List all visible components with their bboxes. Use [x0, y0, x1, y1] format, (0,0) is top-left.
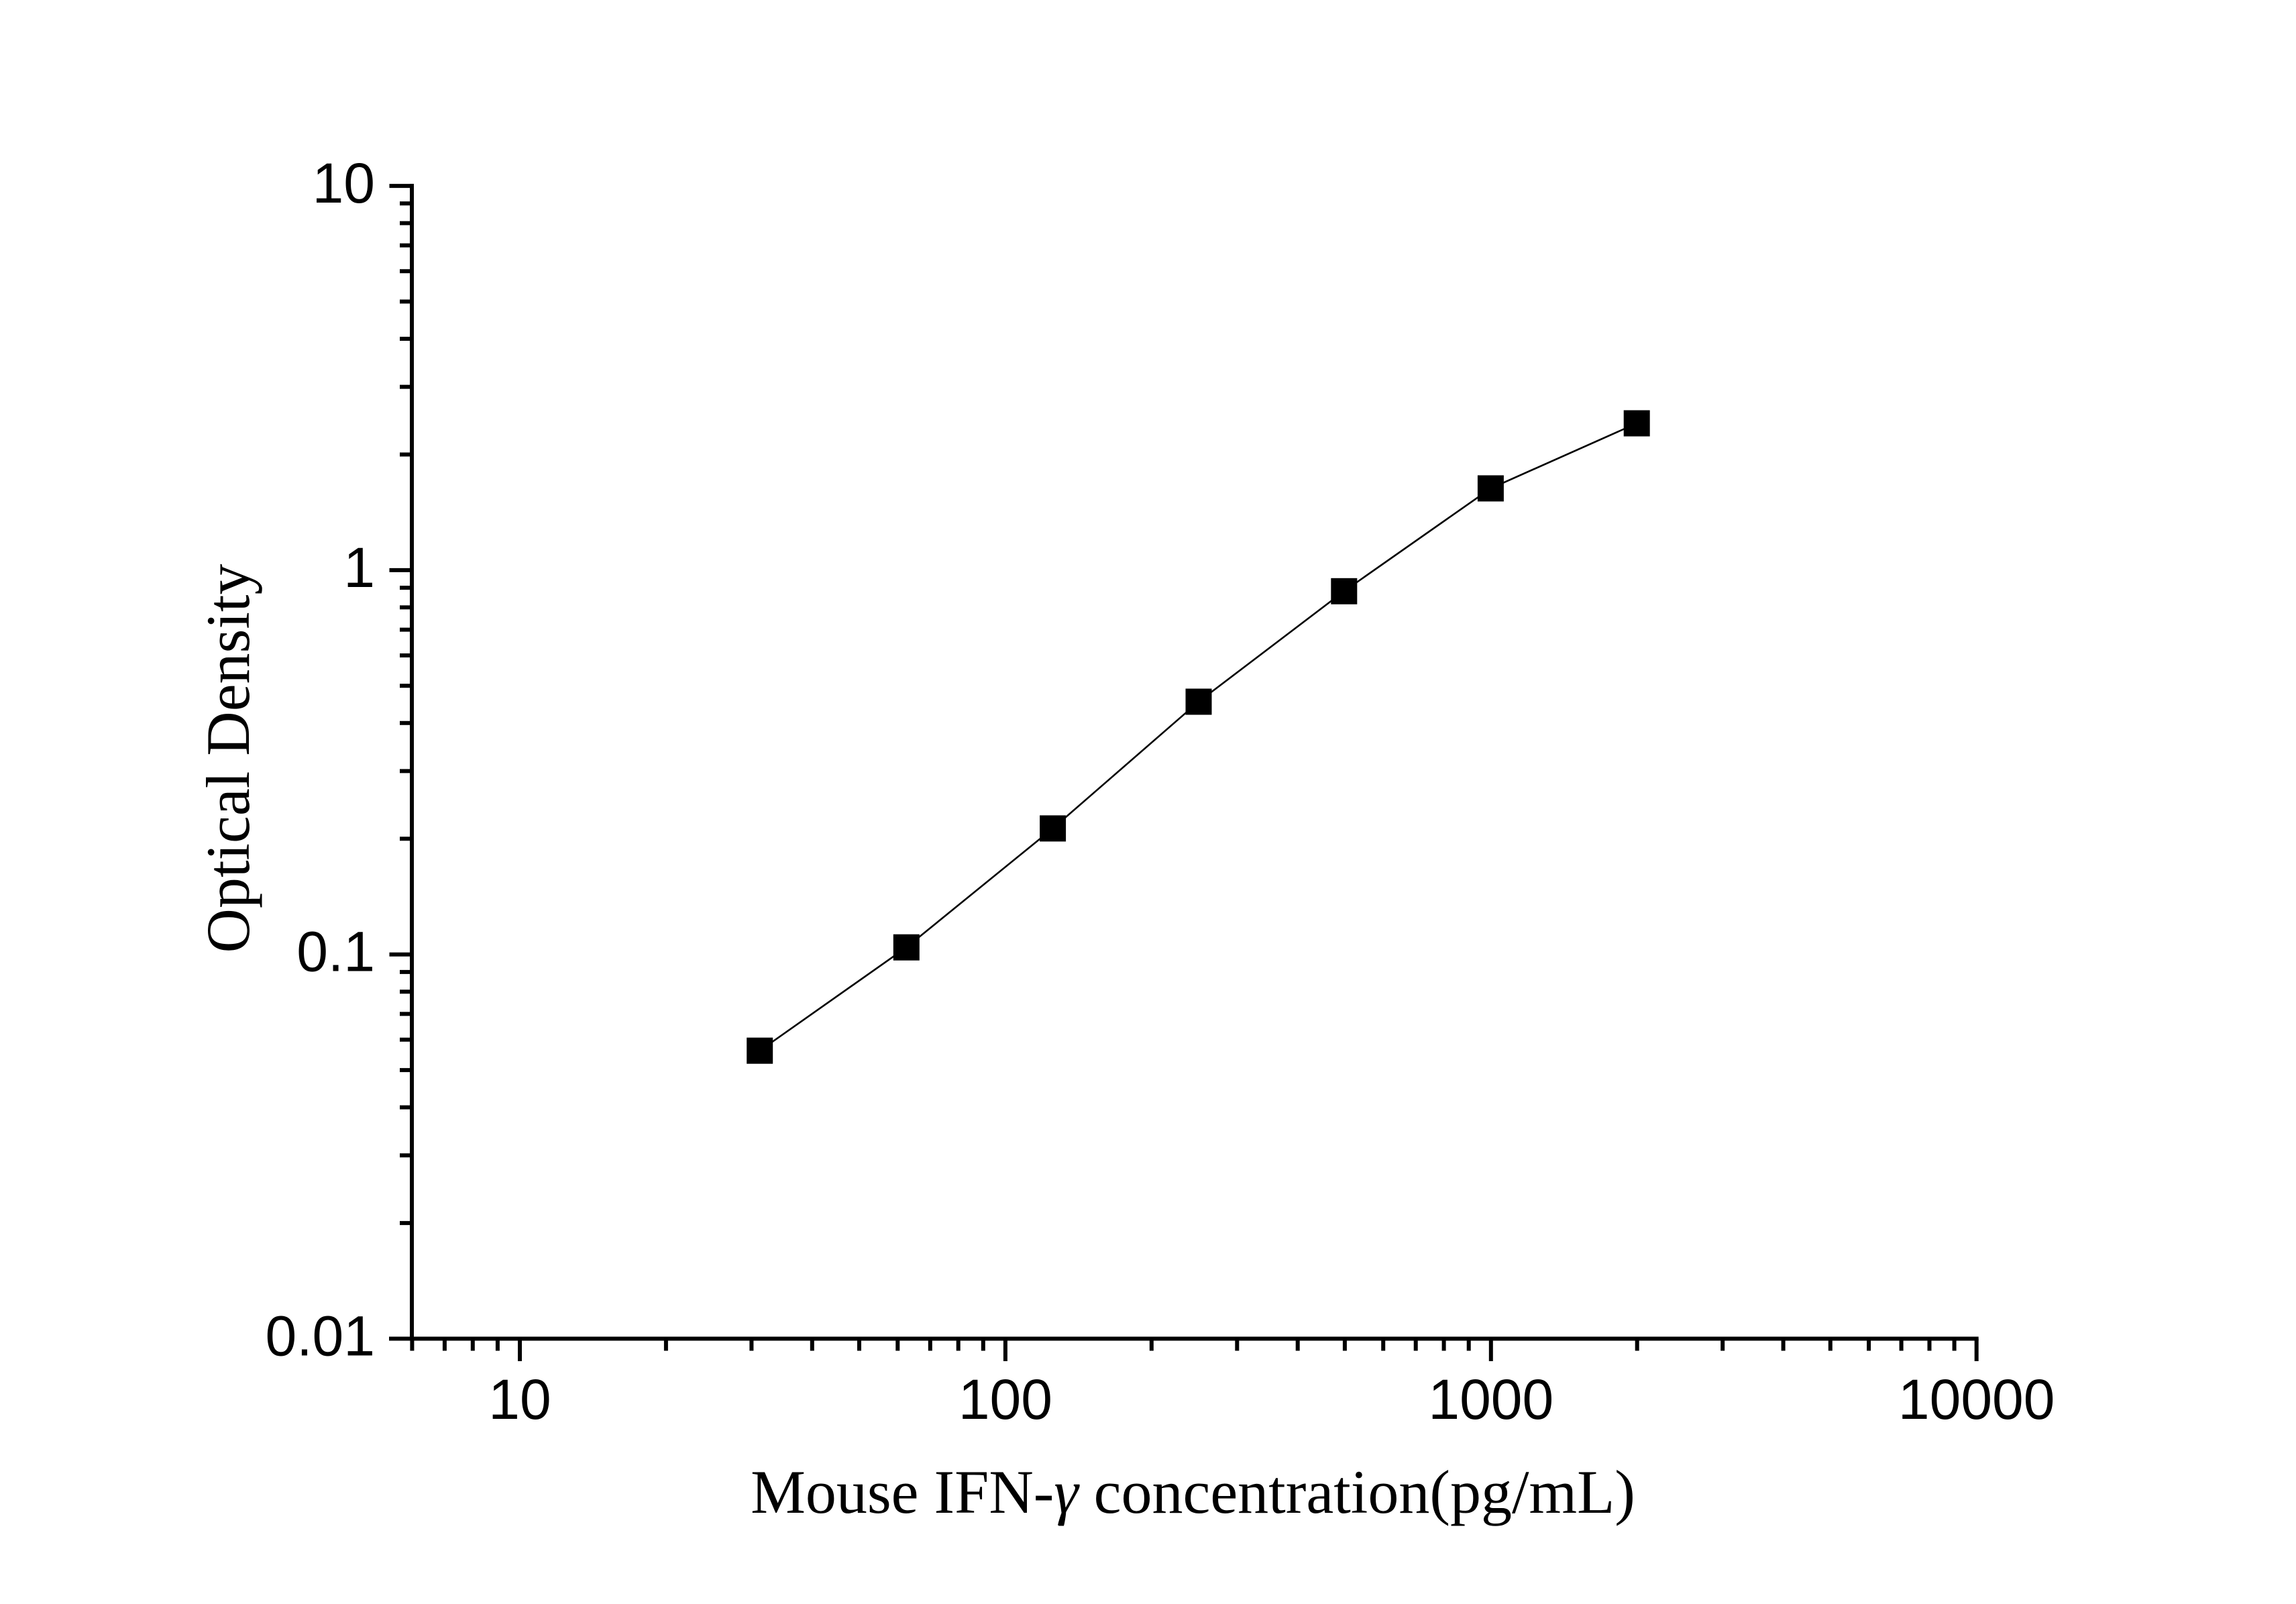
svg-text:1: 1: [343, 536, 375, 599]
svg-text:100: 100: [959, 1368, 1052, 1431]
svg-text:10000: 10000: [1898, 1368, 2055, 1431]
svg-text:Mouse IFN-γ concentration(pg/m: Mouse IFN-γ concentration(pg/mL): [751, 1458, 1635, 1526]
svg-text:10: 10: [313, 152, 375, 215]
svg-text:0.01: 0.01: [266, 1305, 376, 1368]
svg-text:1000: 1000: [1428, 1368, 1553, 1431]
svg-text:Optical Density: Optical Density: [194, 564, 262, 953]
svg-text:10: 10: [488, 1368, 551, 1431]
svg-text:0.1: 0.1: [296, 920, 375, 983]
